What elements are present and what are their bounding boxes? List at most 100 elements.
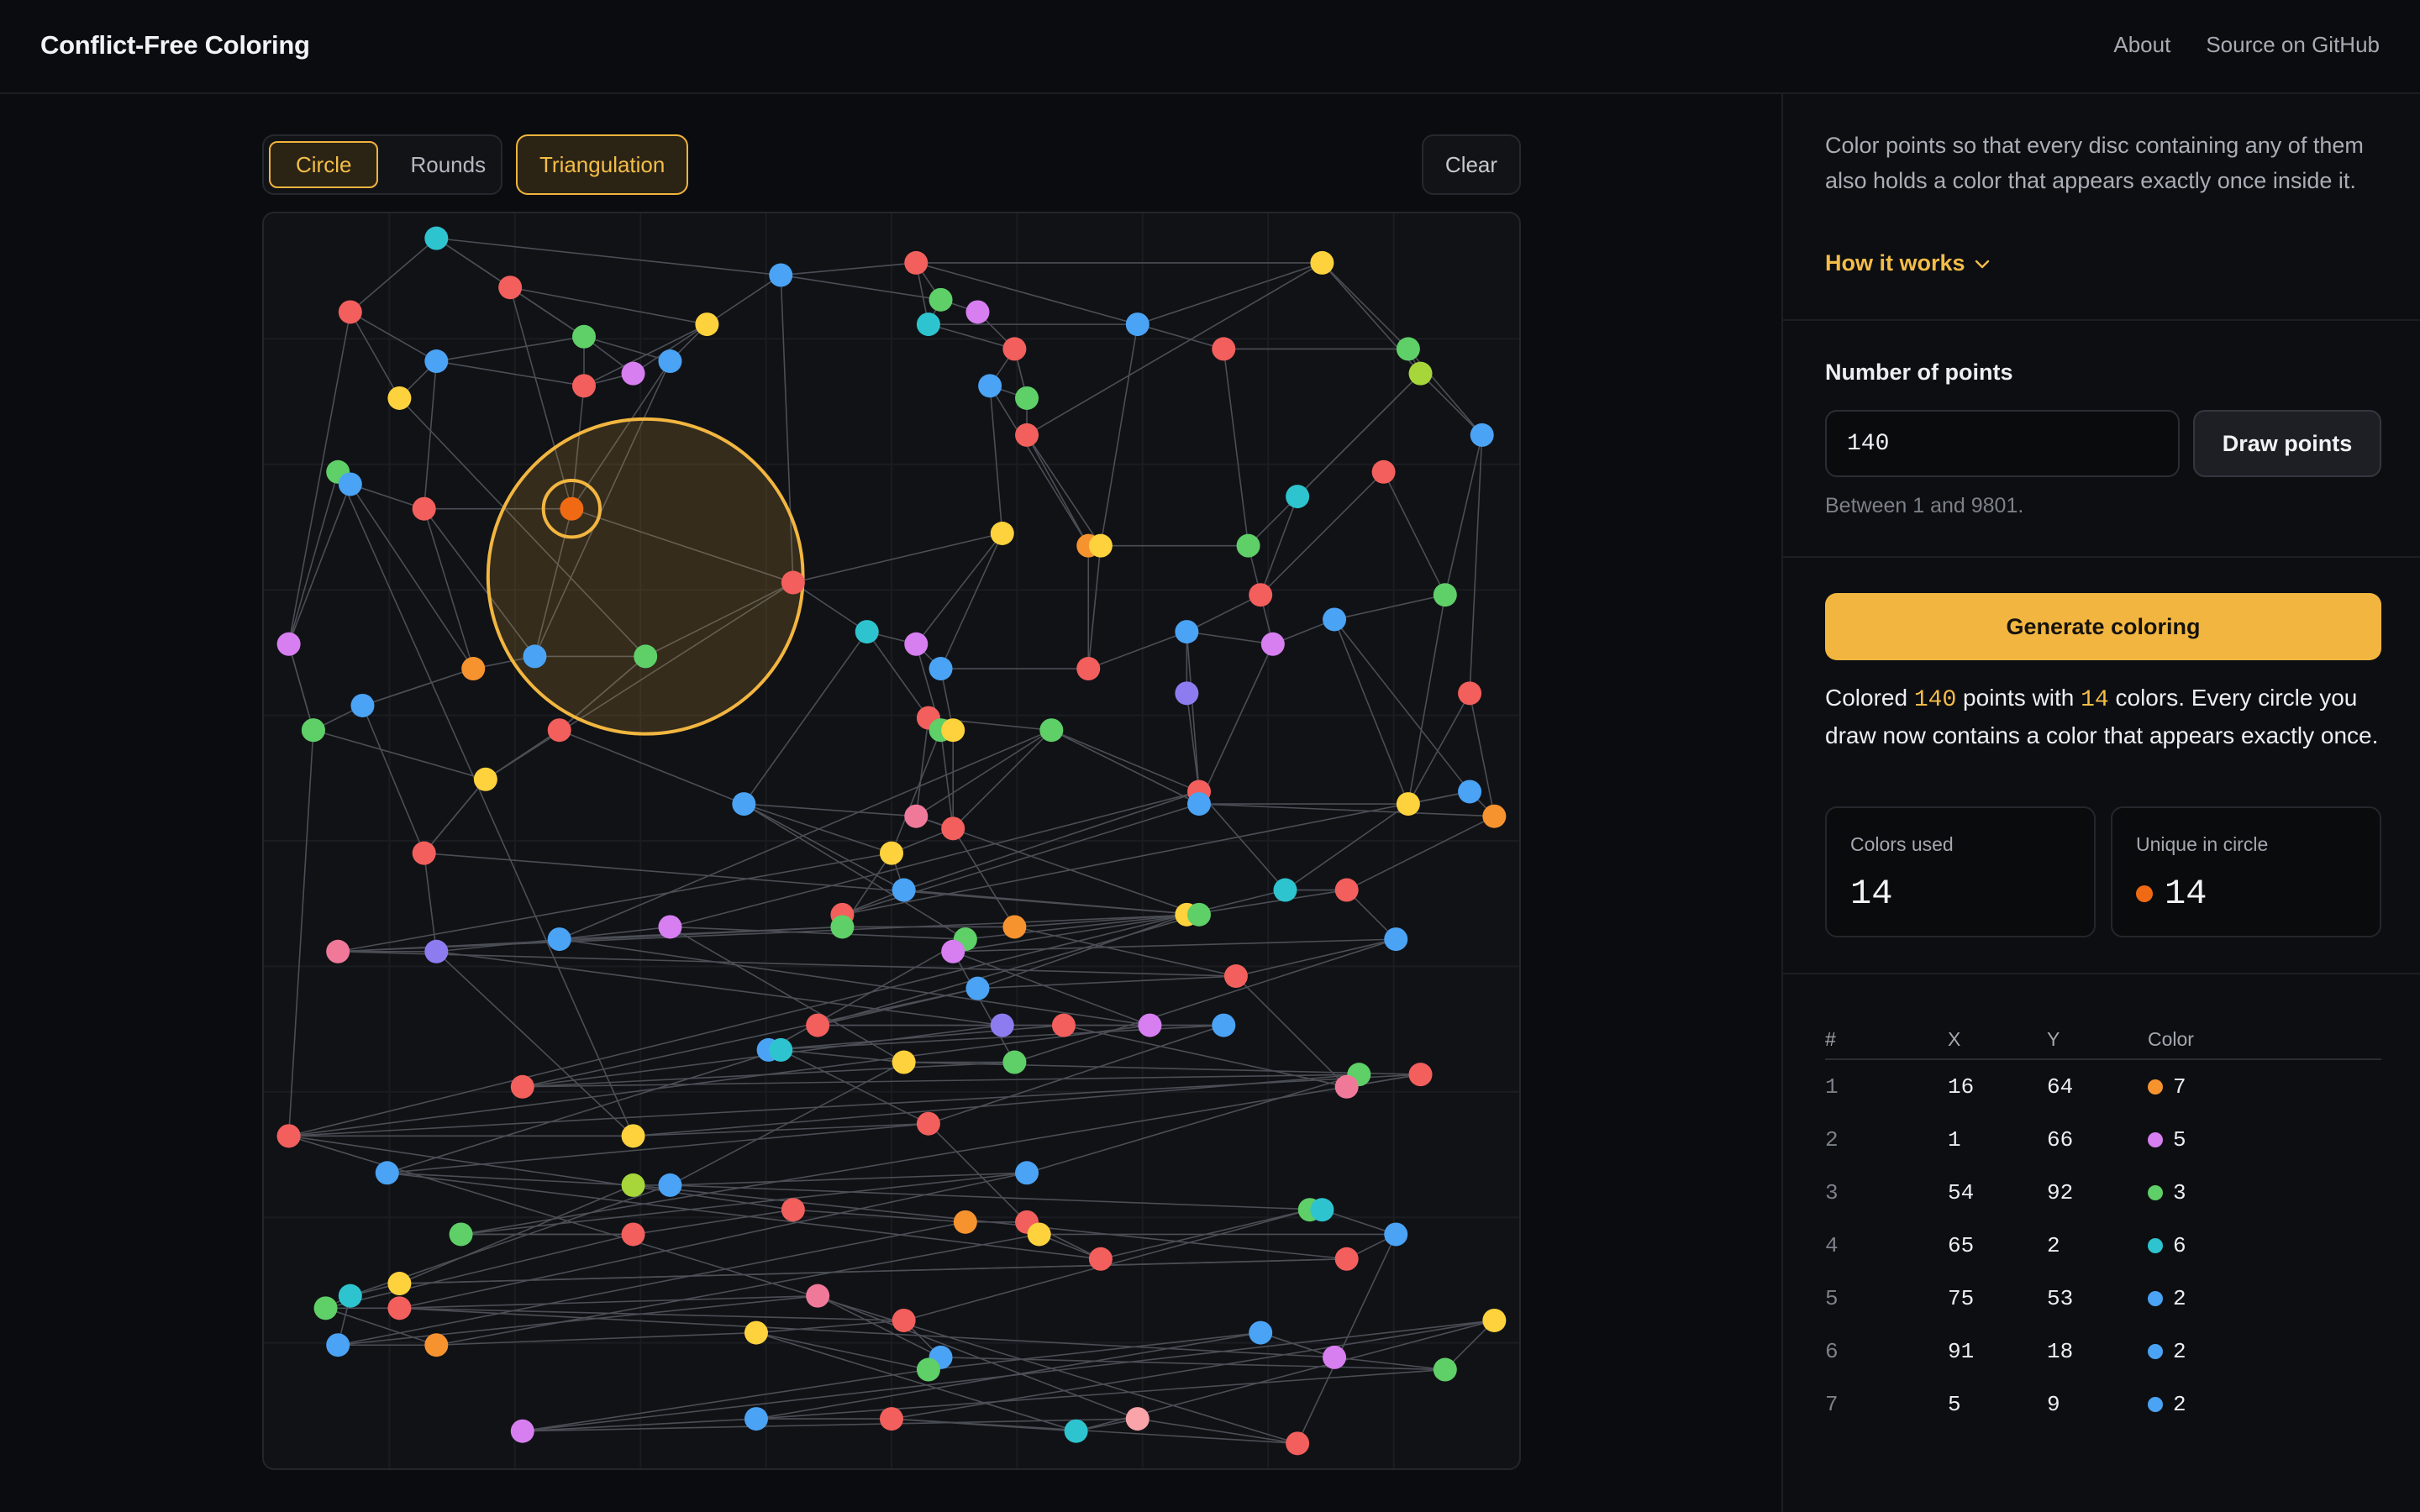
point[interactable]	[965, 300, 990, 324]
point[interactable]	[1051, 1013, 1076, 1037]
point[interactable]	[904, 804, 929, 828]
point[interactable]	[1187, 792, 1211, 816]
point[interactable]	[880, 841, 903, 865]
point[interactable]	[1323, 1345, 1347, 1369]
mode-rounds-button[interactable]: Rounds	[383, 141, 513, 188]
point[interactable]	[1286, 485, 1310, 509]
table-row[interactable]: 4 65 2 6	[1825, 1219, 2381, 1272]
point[interactable]	[1249, 583, 1273, 607]
point[interactable]	[276, 632, 301, 656]
point[interactable]	[424, 1333, 449, 1357]
point[interactable]	[658, 1173, 682, 1197]
point[interactable]	[621, 361, 645, 386]
point[interactable]	[1223, 964, 1248, 989]
point[interactable]	[1125, 1407, 1150, 1431]
generate-coloring-button[interactable]: Generate coloring	[1825, 593, 2381, 660]
point[interactable]	[1088, 533, 1113, 558]
table-row[interactable]: 7 5 9 2	[1825, 1378, 2381, 1431]
point[interactable]	[375, 1161, 399, 1185]
point[interactable]	[1212, 337, 1236, 361]
point[interactable]	[830, 915, 855, 939]
point[interactable]	[732, 792, 756, 816]
point[interactable]	[1408, 1063, 1433, 1087]
point[interactable]	[510, 1074, 534, 1099]
point[interactable]	[1125, 312, 1150, 337]
point[interactable]	[916, 1357, 940, 1382]
table-row[interactable]: 3 54 92 3	[1825, 1166, 2381, 1219]
point[interactable]	[523, 644, 547, 669]
table-row[interactable]: 2 1 66 5	[1825, 1113, 2381, 1166]
point[interactable]	[1273, 878, 1297, 902]
point[interactable]	[806, 1013, 830, 1037]
point[interactable]	[929, 657, 953, 681]
point[interactable]	[1482, 804, 1507, 828]
drawing-canvas[interactable]	[262, 212, 1521, 1470]
point[interactable]	[990, 522, 1014, 545]
point[interactable]	[621, 1124, 645, 1148]
point[interactable]	[1458, 681, 1482, 706]
point[interactable]	[929, 287, 953, 312]
clear-button[interactable]: Clear	[1422, 134, 1521, 195]
point[interactable]	[449, 1222, 473, 1247]
point[interactable]	[301, 718, 325, 743]
point[interactable]	[658, 915, 682, 939]
mode-circle-button[interactable]: Circle	[269, 141, 379, 188]
point[interactable]	[621, 1173, 645, 1197]
point[interactable]	[1076, 657, 1101, 681]
point[interactable]	[1175, 681, 1199, 706]
point[interactable]	[904, 632, 929, 656]
point[interactable]	[658, 349, 682, 374]
point[interactable]	[412, 841, 436, 865]
table-row[interactable]: 1 16 64 7	[1825, 1060, 2381, 1113]
draw-points-button[interactable]: Draw points	[2193, 410, 2381, 477]
point[interactable]	[572, 324, 596, 349]
point-plot[interactable]	[264, 213, 1519, 1468]
point[interactable]	[916, 312, 940, 337]
point[interactable]	[510, 1419, 534, 1443]
point[interactable]	[1002, 915, 1027, 939]
point[interactable]	[769, 263, 793, 287]
point[interactable]	[1371, 459, 1396, 484]
point[interactable]	[387, 1296, 412, 1320]
point[interactable]	[1002, 337, 1027, 361]
point[interactable]	[1384, 1222, 1408, 1247]
point[interactable]	[1334, 1247, 1359, 1271]
point[interactable]	[1470, 423, 1494, 447]
point[interactable]	[326, 939, 350, 963]
point[interactable]	[338, 300, 362, 324]
point[interactable]	[1249, 1320, 1273, 1345]
triangulation-toggle-button[interactable]: Triangulation	[516, 134, 689, 195]
point[interactable]	[1187, 902, 1211, 927]
point[interactable]	[1396, 337, 1420, 361]
point[interactable]	[326, 1333, 350, 1357]
point[interactable]	[424, 226, 449, 250]
point[interactable]	[781, 570, 805, 595]
point[interactable]	[1064, 1419, 1088, 1443]
point[interactable]	[1015, 423, 1039, 447]
point[interactable]	[1458, 780, 1482, 804]
point[interactable]	[1408, 361, 1433, 386]
point[interactable]	[412, 496, 436, 521]
point[interactable]	[1310, 250, 1334, 275]
point[interactable]	[1212, 1013, 1236, 1037]
table-row[interactable]: 5 75 53 2	[1825, 1272, 2381, 1325]
point[interactable]	[1310, 1198, 1334, 1222]
point[interactable]	[941, 816, 965, 841]
nav-github-link[interactable]: Source on GitHub	[2206, 32, 2380, 57]
point[interactable]	[1334, 1074, 1359, 1099]
point[interactable]	[965, 976, 990, 1000]
point[interactable]	[769, 1037, 793, 1062]
point[interactable]	[1138, 1013, 1162, 1037]
point[interactable]	[560, 496, 584, 521]
nav-about-link[interactable]: About	[2113, 32, 2171, 57]
point[interactable]	[1286, 1431, 1310, 1456]
point[interactable]	[941, 939, 965, 963]
point[interactable]	[941, 718, 965, 743]
point[interactable]	[572, 374, 596, 398]
point[interactable]	[1334, 878, 1359, 902]
point[interactable]	[916, 1111, 940, 1136]
point[interactable]	[313, 1296, 338, 1320]
point[interactable]	[978, 374, 1002, 398]
point[interactable]	[424, 349, 449, 374]
points-count-input[interactable]	[1825, 410, 2180, 477]
